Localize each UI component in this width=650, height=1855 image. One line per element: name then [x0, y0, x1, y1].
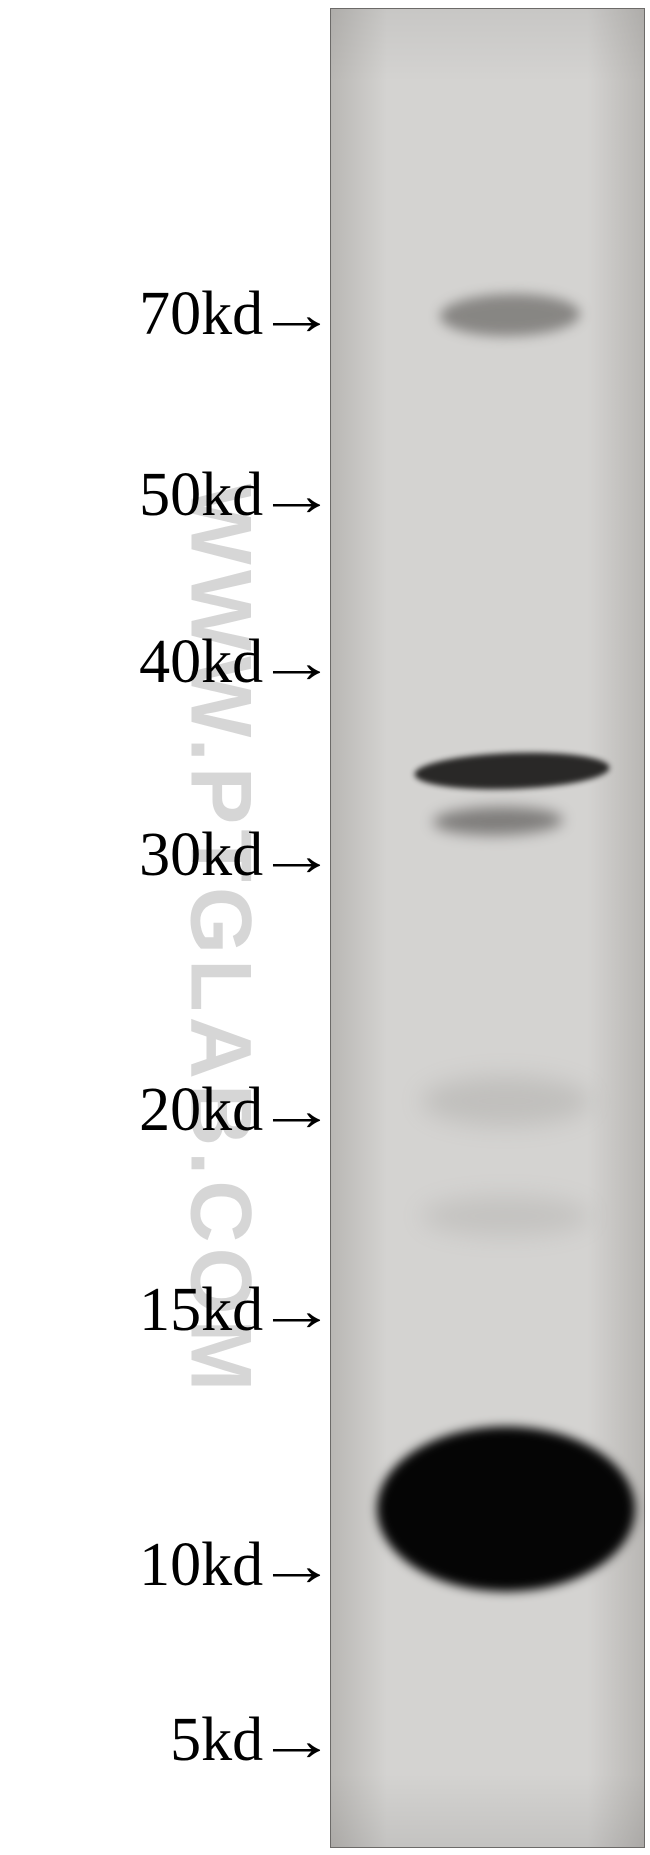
marker-5kd: 5kd→	[170, 1709, 322, 1771]
marker-text: 10kd	[139, 1531, 263, 1599]
arrow-icon: →	[257, 286, 337, 345]
marker-text: 70kd	[139, 280, 263, 348]
band-10kd-main	[377, 1427, 635, 1592]
marker-text: 5kd	[170, 1706, 263, 1774]
arrow-icon: →	[257, 1282, 337, 1341]
marker-70kd: 70kd→	[139, 283, 322, 345]
marker-text: 40kd	[139, 628, 263, 696]
marker-15kd: 15kd→	[139, 1279, 322, 1341]
arrow-icon: →	[257, 1712, 337, 1771]
arrow-icon: →	[257, 827, 337, 886]
marker-text: 50kd	[139, 461, 263, 529]
marker-10kd: 10kd→	[139, 1534, 322, 1596]
band-15kd-faint	[421, 1196, 591, 1236]
marker-text: 30kd	[139, 821, 263, 889]
watermark-text: WWW.PTGLAB.COM	[171, 484, 270, 1397]
marker-40kd: 40kd→	[139, 631, 322, 693]
band-20kd-faint	[421, 1076, 591, 1126]
arrow-icon: →	[257, 1537, 337, 1596]
band-33kd-lower	[432, 806, 562, 836]
arrow-icon: →	[257, 1082, 337, 1141]
marker-20kd: 20kd→	[139, 1079, 322, 1141]
marker-50kd: 50kd→	[139, 464, 322, 526]
arrow-icon: →	[257, 467, 337, 526]
marker-text: 15kd	[139, 1276, 263, 1344]
arrow-icon: →	[257, 634, 337, 693]
blot-lane-inner	[331, 9, 644, 1847]
marker-text: 20kd	[139, 1076, 263, 1144]
blot-lane	[330, 8, 645, 1848]
band-70kd	[439, 293, 580, 337]
marker-30kd: 30kd→	[139, 824, 322, 886]
band-33kd-upper	[413, 750, 609, 793]
